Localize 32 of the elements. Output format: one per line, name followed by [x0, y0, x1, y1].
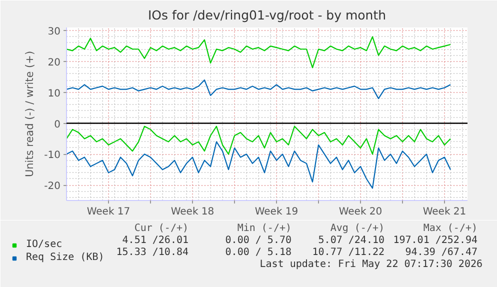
y-tick-label: 0 — [54, 119, 61, 130]
x-tick-label: Week 17 — [86, 206, 130, 218]
line-series — [66, 36, 452, 68]
y-axis-title: Units read (-) / write (+) — [24, 50, 36, 178]
y-tick-label: 20 — [48, 57, 61, 68]
chart-title: IOs for /dev/ring01-vg/root - by month — [148, 8, 386, 22]
line-series — [66, 126, 452, 155]
y-tick-label: 10 — [48, 88, 61, 100]
text: Cur (-/+) — [134, 223, 189, 234]
text: 197.01 /252.94 — [393, 235, 478, 246]
line-series — [66, 79, 452, 100]
text: 94.39 /67.47 — [405, 247, 478, 258]
x-tick-label: Week 18 — [170, 206, 214, 218]
legend-label: IO/sec — [26, 239, 62, 250]
text: 10.77 /11.22 — [312, 247, 385, 258]
text: Avg (-/+) — [330, 223, 385, 234]
text: 4.51 /26.01 — [122, 235, 189, 246]
x-tick-label: Week 19 — [254, 206, 298, 218]
y-tick-label: -20 — [44, 181, 61, 192]
text: Last update: Fri May 22 07:17:30 2026 — [260, 259, 483, 270]
line-series — [66, 141, 452, 189]
x-tick-label: Week 20 — [338, 206, 382, 218]
text: 0.00 / 5.18 — [225, 247, 292, 258]
x-tick-label: Week 21 — [422, 206, 466, 218]
y-tick-label: -10 — [44, 150, 61, 162]
text: Max (-/+) — [423, 223, 478, 234]
text: 0.00 / 5.70 — [225, 235, 292, 246]
text: 15.33 /10.84 — [116, 247, 189, 258]
text: Min (-/+) — [237, 223, 292, 234]
y-tick-label: 30 — [48, 26, 61, 38]
legend-label: Req Size (KB) — [26, 252, 104, 263]
text: 5.07 /24.10 — [318, 235, 385, 246]
